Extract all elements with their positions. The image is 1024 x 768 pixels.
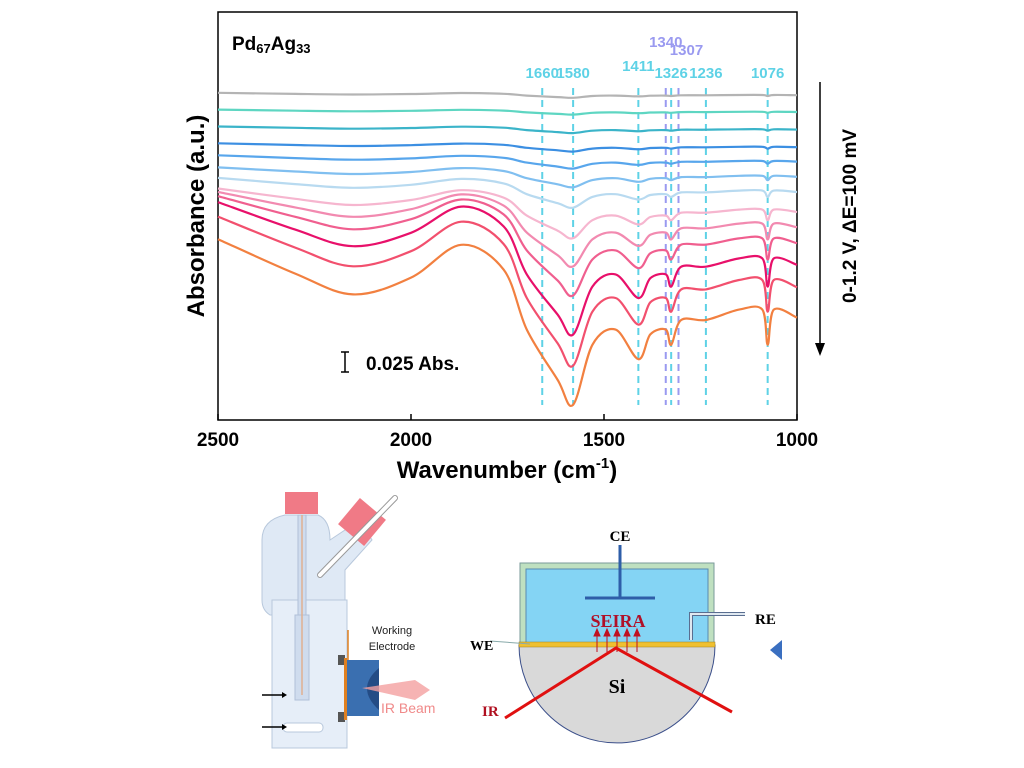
- peak-label: 1307: [670, 42, 703, 59]
- peak-label: 1326: [654, 65, 687, 82]
- ir-beam-path: [504, 646, 733, 720]
- re-label: RE: [755, 612, 776, 628]
- chart-title: Pd67Ag33: [232, 34, 311, 56]
- y-axis-label: Absorbance (a.u.): [183, 115, 210, 318]
- spectrum-13: [217, 238, 798, 408]
- seira-diagram: CE RE WE SEIRA Si IR: [470, 529, 782, 744]
- peak-label: 1660: [526, 65, 559, 82]
- peak-label: 1076: [751, 65, 784, 82]
- x-tick-label: 2000: [390, 430, 432, 451]
- plot-frame: [217, 11, 798, 421]
- spectrum-7: [217, 176, 798, 210]
- spectrum-5: [217, 154, 798, 170]
- ir-beam-icon: [362, 680, 430, 700]
- spectrum-1: [217, 91, 798, 99]
- potential-arrow: [815, 82, 825, 356]
- spectrum-4: [217, 142, 798, 153]
- x-tick-label: 1000: [776, 430, 818, 451]
- potential-annotation: 0-1.2 V, ΔE=100 mV: [840, 129, 861, 303]
- angled-cap-icon: [338, 498, 386, 546]
- working-electrode-label: Working: [372, 625, 412, 637]
- spectrum-3: [217, 125, 798, 135]
- spectrum-11: [217, 201, 798, 337]
- seira-label: SEIRA: [590, 611, 645, 631]
- triangle-icon: [770, 640, 782, 660]
- peak-label: 1580: [556, 65, 589, 82]
- scale-bar: 0.025 Abs.: [341, 351, 459, 375]
- peak-label: 1236: [689, 65, 722, 82]
- scale-bar-label: 0.025 Abs.: [366, 354, 459, 375]
- spectrum-10: [217, 195, 798, 298]
- working-electrode-label-2: Electrode: [369, 641, 415, 653]
- ce-label: CE: [610, 529, 631, 545]
- peak-label: 1340: [649, 34, 682, 51]
- ir-label: IR: [482, 704, 499, 720]
- spectrum-6: [217, 166, 798, 189]
- cell-diagram: Working Electrode IR Beam: [261, 492, 435, 749]
- spectra: [217, 91, 798, 408]
- spectrum-12: [217, 215, 798, 368]
- spectrum-9: [217, 190, 798, 269]
- si-label: Si: [609, 676, 626, 698]
- x-tick-label: 2500: [197, 430, 239, 451]
- x-tick-label: 1500: [583, 430, 625, 451]
- ir-beam-label: IR Beam: [381, 700, 435, 716]
- peak-label: 1411: [622, 58, 655, 75]
- spectrum-8: [217, 187, 798, 240]
- cap-icon: [285, 492, 318, 514]
- x-axis-ticks: 2500 2000 1500 1000: [197, 414, 818, 451]
- spectrum-2: [217, 108, 798, 116]
- si-prism: [518, 644, 716, 744]
- we-label: WE: [470, 639, 493, 654]
- x-axis-label: Wavenumber (cm-1): [397, 455, 618, 484]
